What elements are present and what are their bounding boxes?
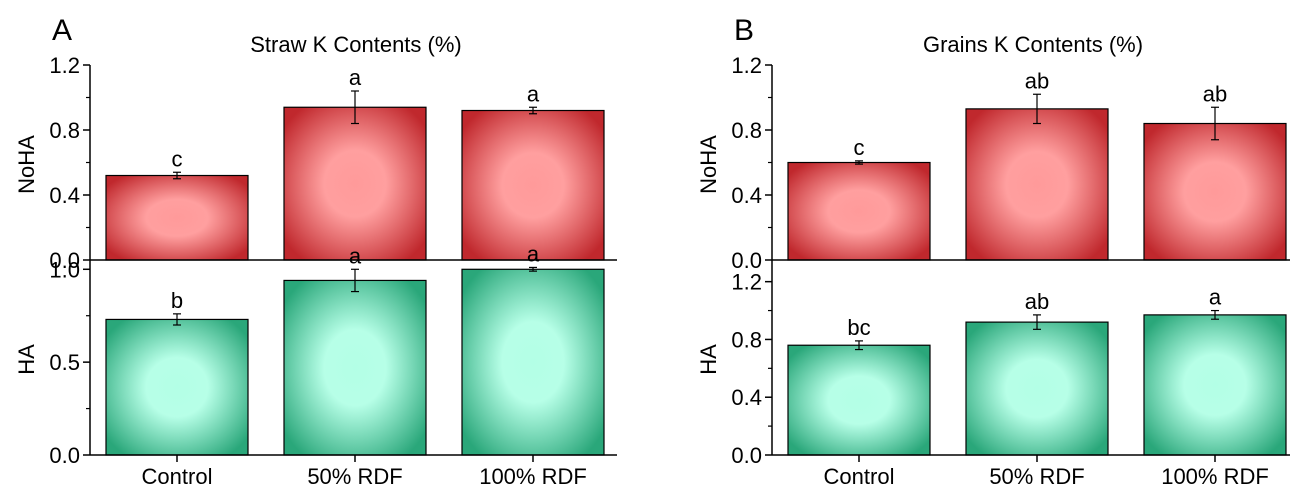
y-tick-label: 0.8 [731, 327, 762, 352]
subplot-b-ha: bc ab a 0.0 0.4 0.8 1.2 HA Control 50% RDF 100% RD… [696, 260, 1290, 487]
y-tick-label: 0.5 [49, 350, 80, 375]
bar [283, 106, 427, 261]
y-tick-label: 1.2 [731, 270, 762, 295]
significance-label: a [527, 241, 540, 266]
y-axis-title: NoHA [696, 135, 721, 194]
significance-label: a [349, 243, 362, 268]
x-tick-label: Control [142, 464, 213, 487]
y-tick-label: 1.2 [49, 53, 80, 78]
x-tick-label: 100% RDF [479, 464, 587, 487]
bar [1143, 314, 1287, 456]
bar [105, 318, 249, 456]
y-tick-label: 0.0 [49, 248, 80, 273]
subplot-b-noha: c ab ab 0.0 0.4 0.8 1.2 NoHA [696, 53, 1290, 273]
y-tick-label: 0.8 [49, 118, 80, 143]
bar [461, 109, 605, 261]
bar [461, 268, 605, 456]
significance-label: b [171, 288, 183, 313]
bar [283, 279, 427, 456]
y-tick-label: 1.0 [49, 257, 80, 282]
significance-label: ab [1203, 81, 1227, 106]
bar [1143, 122, 1287, 261]
subplot-a-noha: c a a 0.0 0.4 0.8 1.2 NoHA [14, 53, 617, 273]
y-tick-label: 0.4 [731, 385, 762, 410]
x-tick-label: 50% RDF [307, 464, 402, 487]
y-tick-label: 0.8 [731, 118, 762, 143]
bar [787, 344, 931, 456]
y-tick-label: 0.4 [731, 183, 762, 208]
significance-label: c [172, 146, 183, 171]
significance-label: a [1209, 285, 1222, 310]
x-tick-label: 100% RDF [1161, 464, 1269, 487]
x-tick-label: 50% RDF [989, 464, 1084, 487]
significance-label: bc [847, 315, 870, 340]
panel-a-title: Straw K Contents (%) [250, 32, 462, 57]
significance-label: ab [1025, 68, 1049, 93]
x-tick-label: Control [824, 464, 895, 487]
significance-label: a [527, 81, 540, 106]
y-tick-label: 0.4 [49, 183, 80, 208]
panel-b-title: Grains K Contents (%) [923, 32, 1143, 57]
bar [965, 321, 1109, 456]
y-axis-title: HA [14, 344, 39, 375]
y-tick-label: 1.2 [731, 53, 762, 78]
y-tick-label: 0.0 [49, 443, 80, 468]
significance-label: c [854, 135, 865, 160]
bar [965, 108, 1109, 261]
panel-b-letter: B [734, 14, 754, 47]
bar [105, 174, 249, 261]
significance-label: a [349, 65, 362, 90]
panel-a-letter: A [52, 14, 72, 47]
significance-label: ab [1025, 289, 1049, 314]
y-tick-label: 0.0 [731, 443, 762, 468]
y-axis-title: HA [696, 344, 721, 375]
y-tick-label: 0.0 [731, 248, 762, 273]
bar [787, 161, 931, 261]
y-axis-title: NoHA [14, 135, 39, 194]
subplot-a-ha: b a a 0.0 0.5 1.0 HA Control 50% RDF 100% RDF [14, 241, 617, 487]
plots: c a a 0.0 0.4 0.8 1.2 NoHA b a a 0.0 0.5 1.0 HA Control… [14, 53, 1290, 487]
